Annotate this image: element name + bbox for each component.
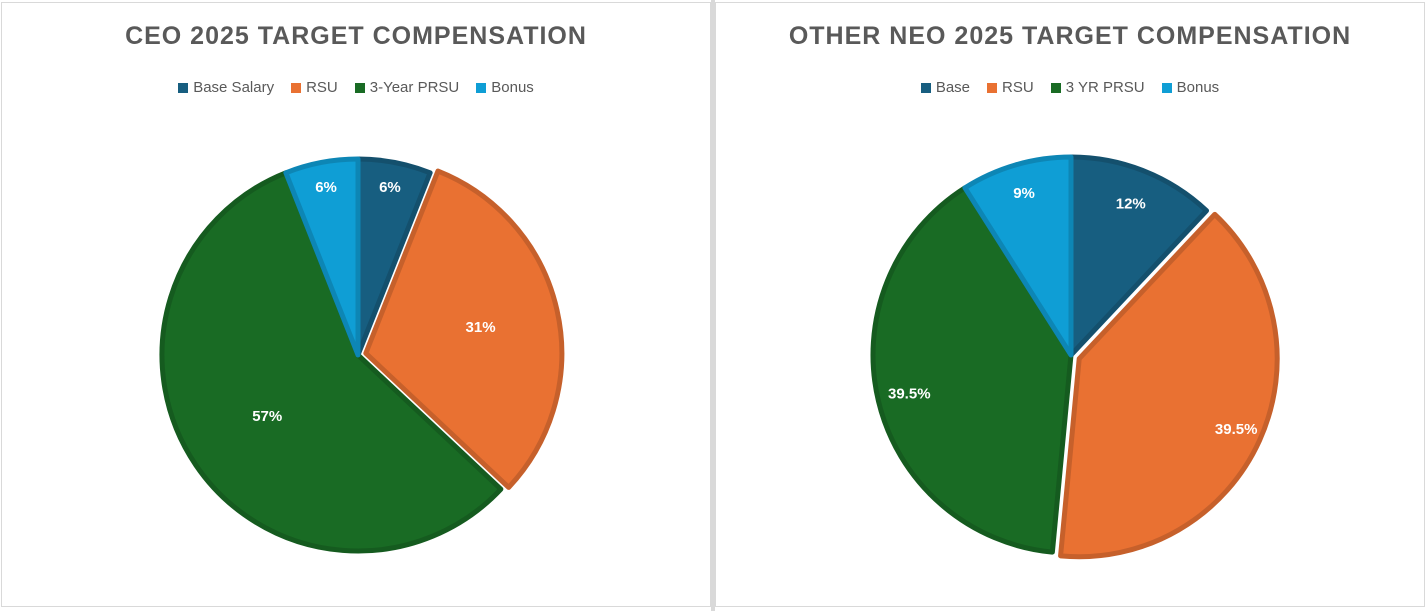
panel-divider bbox=[711, 0, 715, 611]
data-label-bonus: 6% bbox=[315, 179, 337, 196]
pie-slice-rsu bbox=[363, 168, 565, 490]
legend: Base Salary RSU 3-Year PRSU Bonus bbox=[2, 79, 710, 96]
data-label-bonus: 9% bbox=[1013, 185, 1035, 202]
legend-label: RSU bbox=[1002, 79, 1034, 96]
legend-swatch bbox=[1161, 82, 1172, 93]
legend-item-rsu: RSU bbox=[987, 79, 1034, 96]
legend-item-prsu: 3-Year PRSU bbox=[354, 79, 460, 96]
legend-item-prsu: 3 YR PRSU bbox=[1050, 79, 1145, 96]
legend-item-bonus: Bonus bbox=[476, 79, 534, 96]
legend-item-base: Base bbox=[920, 79, 971, 96]
legend-swatch bbox=[354, 82, 365, 93]
data-label-base: 12% bbox=[1116, 196, 1146, 213]
legend-label: Bonus bbox=[1176, 79, 1220, 96]
chart-title: OTHER NEO 2025 TARGET COMPENSATION bbox=[788, 22, 1352, 50]
pie-slice-3-year-prsu bbox=[159, 170, 504, 554]
legend-item-bonus: Bonus bbox=[1161, 79, 1220, 96]
data-label-rsu: 39.5% bbox=[1215, 421, 1258, 438]
legend-swatch bbox=[291, 82, 302, 93]
legend-label: Base bbox=[935, 79, 971, 96]
legend-label: Base Salary bbox=[193, 79, 275, 96]
data-label-3-year-prsu: 57% bbox=[252, 408, 282, 425]
data-label-3-yr-prsu: 39.5% bbox=[888, 385, 931, 402]
legend-item-rsu: RSU bbox=[291, 79, 338, 96]
legend-item-base-salary: Base Salary bbox=[178, 79, 274, 96]
pie-slice-bonus bbox=[962, 154, 1074, 358]
legend-label: RSU bbox=[306, 79, 338, 96]
legend-swatch bbox=[1050, 82, 1061, 93]
neo-pie-chart: 12% 39.5% 39.5% 9% bbox=[870, 154, 1280, 560]
pie-slice-bonus bbox=[283, 156, 361, 358]
legend-swatch bbox=[987, 82, 998, 93]
legend-label: 3 YR PRSU bbox=[1065, 79, 1145, 96]
pie-slice-base bbox=[1068, 154, 1210, 358]
legend-swatch bbox=[476, 82, 487, 93]
legend-label: Bonus bbox=[491, 79, 534, 96]
data-label-rsu: 31% bbox=[466, 319, 496, 336]
legend-label: 3-Year PRSU bbox=[369, 79, 460, 96]
chart-title: CEO 2025 TARGET COMPENSATION bbox=[125, 22, 587, 50]
neo-chart-panel: OTHER NEO 2025 TARGET COMPENSATION Base … bbox=[715, 2, 1425, 607]
legend: Base RSU 3 YR PRSU Bonus bbox=[716, 79, 1424, 96]
legend-swatch bbox=[920, 82, 931, 93]
pie-slice-rsu bbox=[1058, 211, 1280, 560]
ceo-pie-chart: 6% 31% 57% 6% bbox=[159, 156, 565, 554]
data-label-base-salary: 6% bbox=[379, 179, 401, 196]
ceo-chart-panel: CEO 2025 TARGET COMPENSATION Base Salary… bbox=[1, 2, 711, 607]
legend-swatch bbox=[178, 82, 189, 93]
